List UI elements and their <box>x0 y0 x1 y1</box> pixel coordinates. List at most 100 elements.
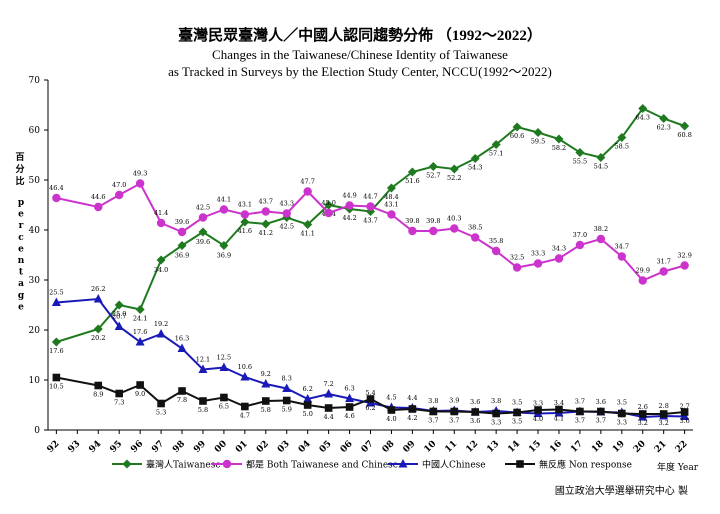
chinese-point <box>398 459 408 468</box>
both-point <box>135 179 145 188</box>
chinese-point <box>198 364 208 373</box>
series-nonresponse: 10.5 8.9 7.3 9.0 5.3 7.8 5.8 6.5 4.7 5.8 5.9 5.0 4.4… <box>49 373 690 427</box>
both-point <box>115 190 124 200</box>
series-layer: 17.6 20.2 25.0 24.1 34.0 36.9 39.6 36.9 41.6 41.2… <box>49 104 692 427</box>
taiwanese-point <box>303 220 313 229</box>
data-label: 3.3 <box>617 419 627 427</box>
data-label: 25.5 <box>49 289 63 297</box>
data-label: 4.2 <box>407 414 417 422</box>
data-label: 19.2 <box>154 320 168 328</box>
y-tick-label: 30 <box>29 276 41 286</box>
data-label: 5.8 <box>261 406 271 414</box>
data-label: 3.6 <box>596 398 606 406</box>
data-label: 43.7 <box>363 217 377 225</box>
both-point <box>575 240 585 250</box>
nonresponse-point <box>241 402 249 411</box>
x-tick-label: 19 <box>611 439 627 455</box>
data-label: 3.7 <box>575 417 585 425</box>
taiwanese-point <box>156 255 166 265</box>
both-point <box>512 263 522 272</box>
data-label: 16.3 <box>175 335 189 343</box>
nonresponse-point <box>492 409 500 418</box>
taiwanese-point <box>122 459 132 469</box>
nonresponse-point <box>555 405 563 414</box>
nonresponse-point <box>324 404 333 412</box>
legend-label: 都是 Both Taiwanese and Chinese <box>246 460 398 471</box>
chart-title-en-line1: Changes in the Taiwanese/Chinese Identit… <box>212 47 508 62</box>
chinese-point <box>93 294 103 303</box>
nonresponse-point <box>261 397 270 405</box>
data-label: 44.9 <box>342 192 356 200</box>
data-label: 44.6 <box>91 193 105 201</box>
y-tick-label: 70 <box>29 76 41 86</box>
data-label: 5.0 <box>303 410 313 418</box>
data-label: 52.2 <box>447 174 461 182</box>
both-point <box>198 213 208 222</box>
data-label: 42.5 <box>196 204 210 212</box>
data-label: 51.6 <box>405 177 419 185</box>
data-label: 62.3 <box>656 124 670 132</box>
data-label: 32.9 <box>677 252 691 260</box>
x-tick-label: 06 <box>339 439 355 455</box>
data-label: 3.6 <box>470 398 480 406</box>
data-label: 3.8 <box>491 397 501 405</box>
data-label: 4.7 <box>240 412 250 420</box>
nonresponse-point <box>345 403 354 411</box>
data-label: 4.0 <box>386 415 396 423</box>
x-axis-label: 年度 Year <box>657 461 699 473</box>
x-tick-label: 01 <box>234 439 250 455</box>
both-point <box>429 226 438 236</box>
taiwanese-point <box>324 200 334 210</box>
data-label: 54.5 <box>594 163 608 171</box>
taiwanese-point <box>386 183 396 193</box>
nonresponse-point <box>199 397 207 405</box>
data-label: 39.8 <box>405 217 419 225</box>
nonresponse-point <box>597 407 605 416</box>
taiwanese-point <box>470 154 480 163</box>
x-tick-label: 22 <box>674 439 690 455</box>
data-label: 54.3 <box>468 164 482 172</box>
taiwanese-point <box>491 140 501 149</box>
data-label: 12.5 <box>217 354 231 362</box>
nonresponse-point <box>303 401 312 409</box>
nonresponse-point <box>94 381 103 390</box>
taiwanese-point <box>93 324 103 334</box>
taiwanese-point <box>428 162 438 171</box>
legend-label: 無反應 Non response <box>539 459 632 471</box>
nonresponse-point <box>534 406 542 414</box>
data-label: 38.5 <box>468 224 482 232</box>
data-label: 10.6 <box>238 363 252 371</box>
chart-title-zh: 臺灣民眾臺灣人／中國人認同趨勢分佈 （1992～2022） <box>178 26 542 44</box>
data-label: 3.8 <box>428 397 438 405</box>
x-tick-label: 13 <box>485 439 501 455</box>
data-label: 3.3 <box>491 419 501 427</box>
both-point <box>617 252 626 261</box>
both-point <box>450 224 459 233</box>
x-tick-label: 98 <box>171 439 187 455</box>
both-point <box>491 246 501 256</box>
data-label: 42.5 <box>279 223 293 231</box>
taiwanese-point <box>575 148 585 157</box>
data-label: 41.2 <box>259 229 273 237</box>
both-point <box>471 233 480 242</box>
both-point <box>261 207 270 216</box>
data-label: 3.5 <box>512 399 522 407</box>
nonresponse-point <box>408 405 417 413</box>
data-label: 55.5 <box>573 158 587 166</box>
nonresponse-point <box>178 387 186 395</box>
data-label: 40.3 <box>447 215 461 223</box>
both-point <box>387 210 396 219</box>
nonresponse-point <box>638 410 647 418</box>
both-point <box>282 209 291 218</box>
data-label: 4.1 <box>554 415 564 423</box>
both-point <box>366 202 375 211</box>
x-tick-label: 18 <box>590 439 606 455</box>
y-tick-label: 0 <box>34 426 40 436</box>
data-label: 47.7 <box>300 178 314 186</box>
data-label: 8.9 <box>93 391 103 399</box>
data-label: 31.7 <box>656 258 670 266</box>
chinese-point <box>303 394 313 403</box>
data-label: 52.7 <box>426 172 440 180</box>
source-note: 國立政治大學選舉研究中心 製 <box>555 484 688 497</box>
